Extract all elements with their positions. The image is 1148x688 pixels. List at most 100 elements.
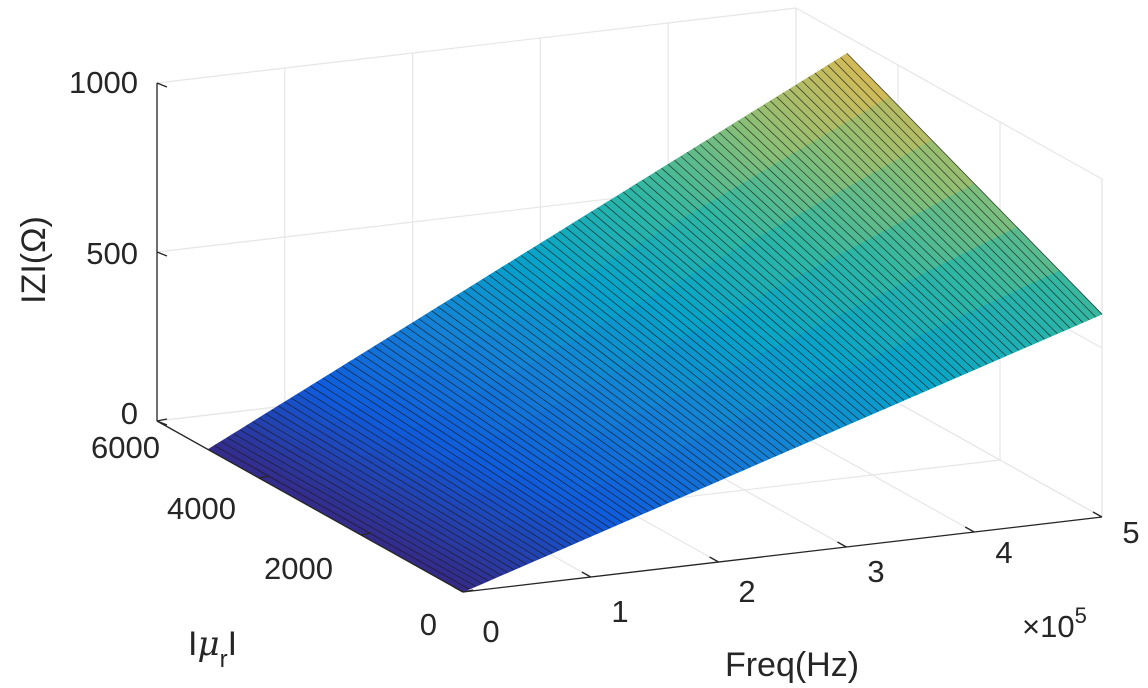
grid-line-side-z-2 [795, 7, 1103, 180]
mesh-line-84 [744, 116, 1001, 359]
mesh-line-97 [827, 65, 1084, 323]
x-tick-label-2: 2 [738, 574, 755, 609]
mesh-line-77 [699, 144, 956, 379]
x-tick-label-3: 3 [867, 554, 884, 589]
grid-line-back-z-2 [156, 7, 797, 84]
mesh-line-17 [316, 381, 572, 546]
mesh-line-16 [310, 385, 566, 548]
mesh-line-46 [501, 266, 758, 465]
mesh-line-54 [552, 235, 809, 443]
mesh-line-74 [680, 156, 937, 387]
z-axis-label: IZI(Ω) [15, 216, 53, 304]
mesh-line-78 [706, 140, 962, 376]
mesh-line-83 [738, 120, 994, 362]
mesh-line-23 [354, 358, 611, 529]
mesh-line-82 [731, 124, 988, 365]
mesh-line-12 [284, 401, 540, 560]
x-tick-label-4: 4 [995, 535, 1012, 570]
x-exponent-base: 10 [1040, 609, 1074, 644]
z-tick-label-0: 0 [121, 396, 138, 431]
mesh-line-98 [833, 61, 1090, 321]
axis-layer [156, 82, 1103, 593]
y-label-post: I [228, 625, 237, 663]
x-exponent-times: × [1022, 609, 1040, 644]
mesh-line-59 [584, 215, 841, 429]
x-tick-label-1: 1 [611, 594, 628, 629]
mesh-line-81 [725, 128, 981, 368]
x-tick-label-5: 5 [1122, 515, 1139, 550]
mesh-line-7 [252, 421, 508, 573]
x-tick-4 [964, 526, 975, 533]
mesh-line-65 [623, 191, 879, 412]
mesh-line-5 [239, 429, 496, 579]
y-axis-label: IμrI [188, 624, 237, 673]
x-exponent-power: 5 [1075, 603, 1087, 628]
mesh-line-14 [297, 393, 553, 554]
mesh-line-80 [718, 132, 975, 371]
mesh-line-73 [674, 160, 930, 390]
surface-layer [207, 53, 1103, 593]
x-axis-line [462, 516, 1103, 593]
mesh-line-9 [265, 413, 521, 568]
mesh-line-69 [648, 175, 905, 401]
y-tick-0 [462, 589, 474, 593]
mesh-line-93 [801, 80, 1058, 334]
mesh-line-36 [437, 306, 694, 493]
mesh-line-37 [444, 302, 700, 490]
x-tick-label-0: 0 [482, 614, 499, 649]
mesh-line-48 [514, 259, 770, 459]
mesh-line-31 [405, 326, 662, 507]
mesh-line-85 [750, 112, 1007, 357]
y-tick-2 [258, 475, 270, 479]
mesh-line-8 [258, 417, 515, 571]
mesh-line-33 [418, 318, 675, 501]
mesh-line-94 [808, 76, 1064, 332]
mesh-line-100 [846, 53, 1103, 315]
mesh-line-60 [591, 211, 847, 426]
mesh-line-76 [693, 148, 949, 382]
mesh-line-39 [456, 294, 713, 484]
mesh-line-51 [533, 247, 790, 451]
mesh-line-47 [508, 263, 764, 462]
mesh-line-89 [776, 96, 1032, 346]
mesh-line-11 [278, 405, 534, 562]
mesh-line-32 [412, 322, 668, 504]
z-tick-0 [156, 420, 168, 426]
mesh-line-63 [610, 199, 866, 418]
mesh-line-71 [661, 167, 917, 396]
mesh-line-90 [782, 92, 1039, 343]
y-tick-label-2000: 2000 [264, 551, 333, 586]
mesh-line-62 [603, 203, 860, 421]
mesh-line-95 [814, 72, 1071, 329]
mesh-line-55 [559, 231, 815, 440]
mesh-line-3 [226, 437, 483, 585]
mesh-line-75 [686, 152, 943, 384]
mesh-line-40 [463, 290, 719, 482]
mesh-line-20 [335, 369, 592, 537]
mesh-line-91 [789, 88, 1045, 340]
mesh-line-38 [450, 298, 707, 487]
y-tick-label-4000: 4000 [167, 491, 236, 526]
mesh-line-87 [763, 104, 1020, 351]
mesh-line-86 [757, 108, 1013, 354]
mesh-line-25 [367, 350, 623, 523]
mesh-line-41 [469, 286, 726, 479]
mesh-line-21 [341, 365, 598, 534]
y-label-pre: I [188, 625, 197, 663]
mesh-line-64 [616, 195, 873, 415]
z-tick-label-500: 500 [86, 236, 138, 271]
x-tick-0 [453, 586, 464, 593]
mesh-line-26 [373, 346, 630, 521]
mesh-line-29 [393, 334, 649, 512]
y-tick-3 [156, 418, 168, 422]
mesh-line-45 [495, 270, 751, 468]
mesh-line-96 [821, 68, 1077, 326]
y-tick-label-0: 0 [420, 607, 437, 642]
mesh-line-15 [303, 389, 560, 551]
mesh-line-68 [642, 179, 898, 404]
x-tick-5 [1092, 511, 1103, 518]
mesh-line-22 [348, 362, 604, 532]
mesh-line-4 [233, 433, 489, 582]
y-label-mu: μ [197, 624, 219, 664]
